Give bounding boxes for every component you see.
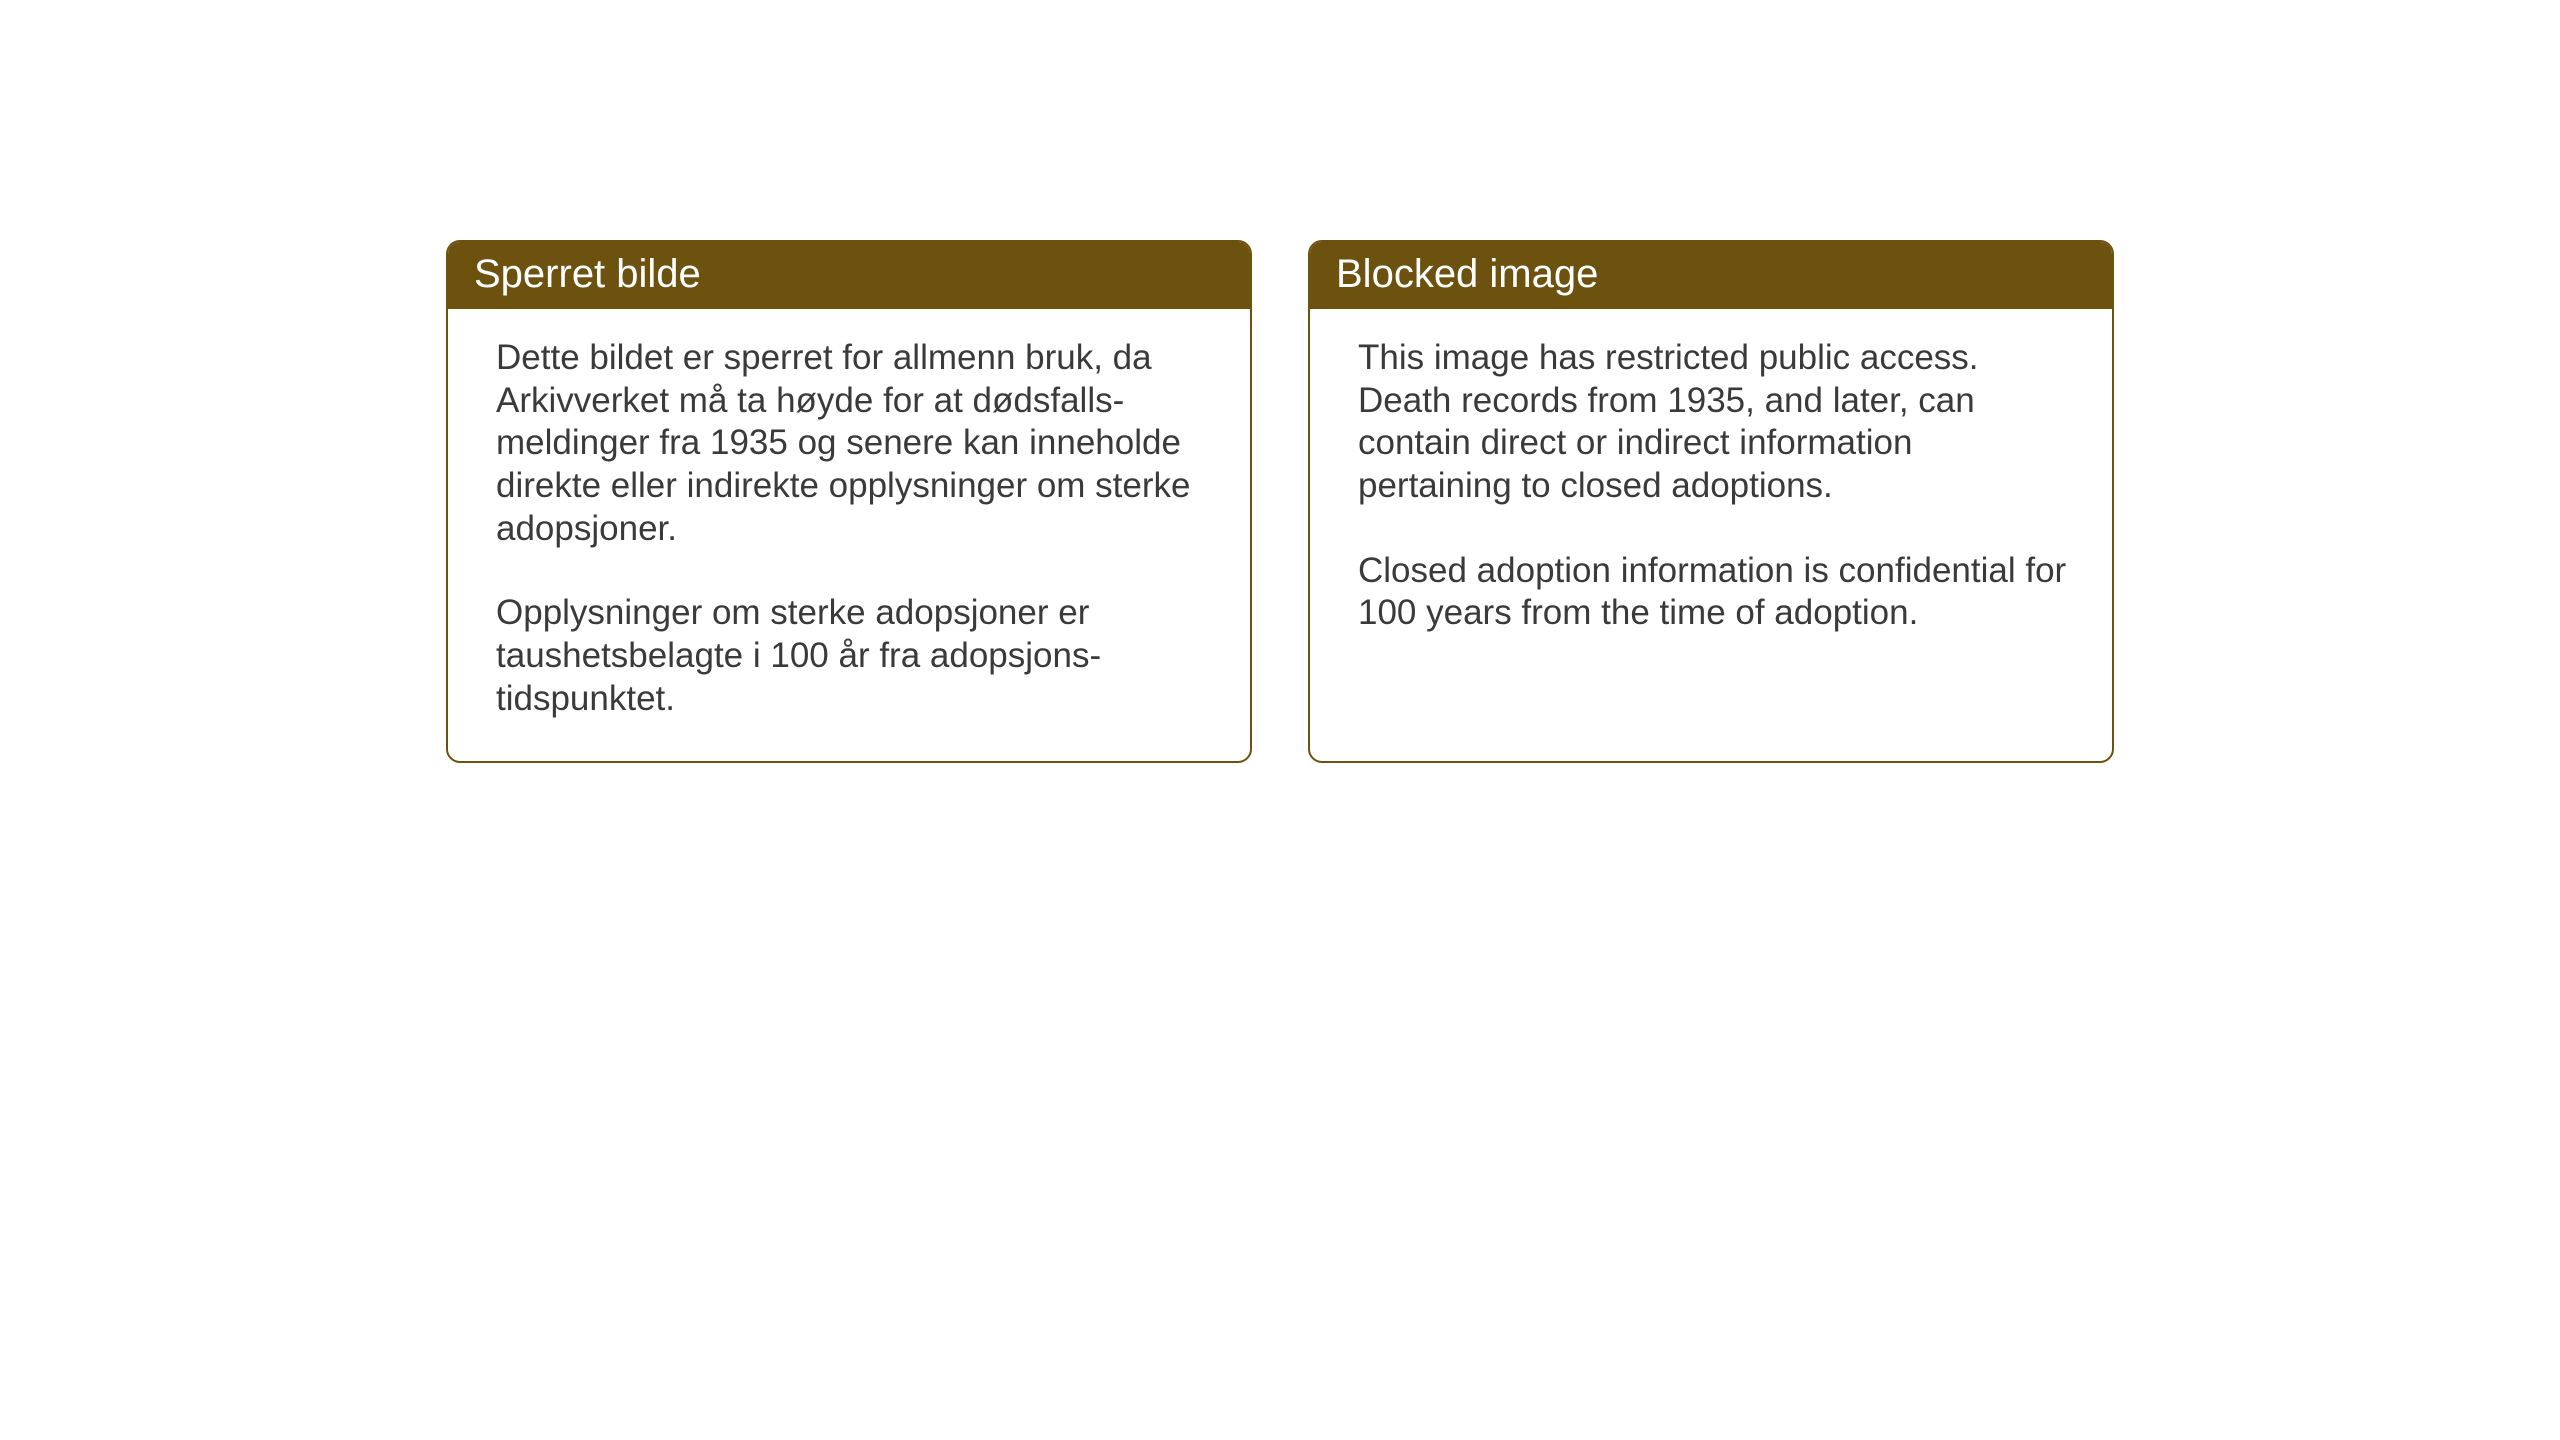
- notice-body-norwegian: Dette bildet er sperret for allmenn bruk…: [448, 309, 1250, 761]
- notice-para2-english: Closed adoption information is confident…: [1358, 550, 2072, 635]
- notice-container: Sperret bilde Dette bildet er sperret fo…: [446, 240, 2560, 763]
- notice-title-norwegian: Sperret bilde: [448, 242, 1250, 309]
- notice-para1-english: This image has restricted public access.…: [1358, 337, 2072, 508]
- notice-card-english: Blocked image This image has restricted …: [1308, 240, 2114, 763]
- notice-para1-norwegian: Dette bildet er sperret for allmenn bruk…: [496, 337, 1210, 550]
- notice-para2-norwegian: Opplysninger om sterke adopsjoner er tau…: [496, 592, 1210, 720]
- notice-title-english: Blocked image: [1310, 242, 2112, 309]
- notice-card-norwegian: Sperret bilde Dette bildet er sperret fo…: [446, 240, 1252, 763]
- notice-body-english: This image has restricted public access.…: [1310, 309, 2112, 675]
